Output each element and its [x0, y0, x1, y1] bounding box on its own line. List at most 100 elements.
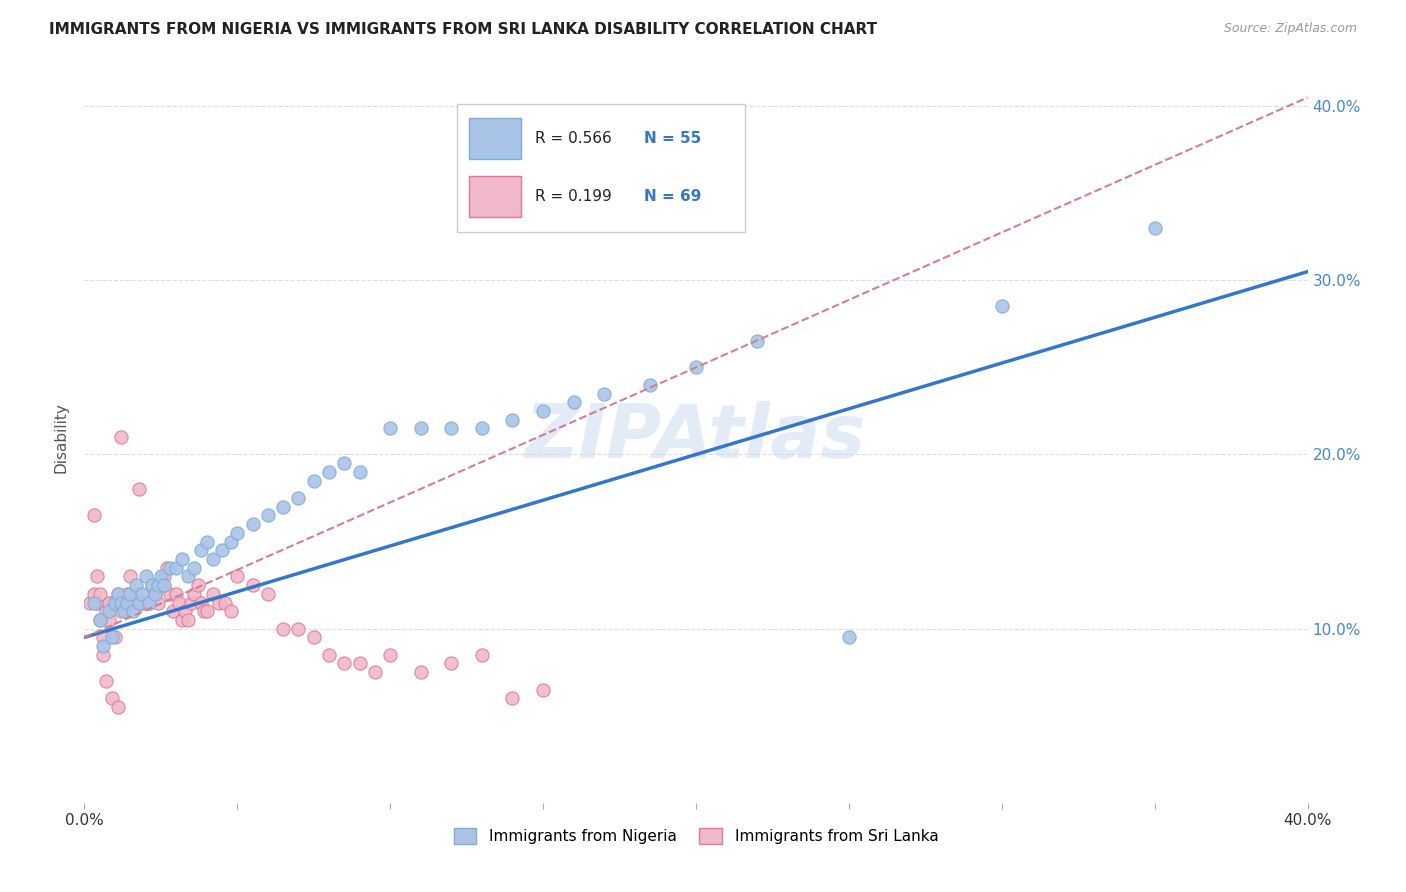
Point — [128, 483, 150, 497]
Point — [110, 595, 132, 609]
Point — [120, 569, 142, 583]
Point — [115, 595, 138, 609]
Point — [471, 648, 494, 662]
Point — [502, 691, 524, 706]
Point — [89, 613, 111, 627]
Point — [125, 578, 148, 592]
Point — [141, 578, 163, 592]
Point — [131, 595, 153, 609]
Point — [333, 657, 356, 671]
Point — [89, 587, 111, 601]
Point — [135, 569, 157, 583]
Point — [190, 543, 212, 558]
Point — [195, 604, 218, 618]
Point — [186, 578, 208, 592]
Point — [242, 578, 264, 592]
Point — [97, 604, 120, 618]
Point — [122, 604, 145, 618]
Point — [138, 595, 160, 609]
Point — [838, 631, 860, 645]
Point — [143, 587, 166, 601]
Point — [991, 300, 1014, 314]
Point — [257, 508, 280, 523]
Text: IMMIGRANTS FROM NIGERIA VS IMMIGRANTS FROM SRI LANKA DISABILITY CORRELATION CHAR: IMMIGRANTS FROM NIGERIA VS IMMIGRANTS FR… — [49, 22, 877, 37]
Point — [86, 569, 108, 583]
Point — [440, 421, 463, 435]
Point — [214, 595, 236, 609]
Point — [193, 604, 215, 618]
Point — [201, 552, 224, 566]
Point — [104, 595, 127, 609]
Point — [380, 421, 402, 435]
Point — [242, 517, 264, 532]
Point — [149, 578, 172, 592]
Point — [112, 604, 135, 618]
Point — [97, 613, 120, 627]
Point — [112, 595, 135, 609]
Point — [183, 587, 205, 601]
Point — [685, 360, 707, 375]
Point — [101, 691, 124, 706]
Point — [143, 587, 166, 601]
Point — [167, 595, 190, 609]
Point — [107, 700, 129, 714]
Point — [747, 334, 769, 349]
Legend: Immigrants from Nigeria, Immigrants from Sri Lanka: Immigrants from Nigeria, Immigrants from… — [447, 822, 945, 850]
Point — [177, 569, 200, 583]
Point — [138, 595, 160, 609]
Point — [159, 587, 181, 601]
Point — [86, 595, 108, 609]
Point — [91, 639, 114, 653]
Point — [177, 613, 200, 627]
Y-axis label: Disability: Disability — [53, 401, 69, 473]
Point — [190, 595, 212, 609]
Text: Source: ZipAtlas.com: Source: ZipAtlas.com — [1223, 22, 1357, 36]
Point — [104, 631, 127, 645]
Point — [79, 595, 101, 609]
Point — [318, 465, 340, 479]
Point — [91, 631, 114, 645]
Point — [101, 631, 124, 645]
Point — [287, 622, 309, 636]
Point — [1143, 221, 1166, 235]
Point — [165, 560, 187, 574]
Point — [83, 508, 105, 523]
Point — [165, 587, 187, 601]
Point — [110, 430, 132, 444]
Point — [180, 595, 202, 609]
Point — [409, 421, 432, 435]
Point — [128, 595, 150, 609]
Point — [146, 595, 169, 609]
Point — [159, 560, 181, 574]
Point — [149, 569, 172, 583]
Point — [122, 595, 145, 609]
Point — [172, 613, 194, 627]
Point — [174, 604, 197, 618]
Point — [115, 587, 138, 601]
Point — [94, 673, 117, 688]
Point — [302, 631, 325, 645]
Point — [257, 587, 280, 601]
Point — [302, 474, 325, 488]
Point — [107, 587, 129, 601]
Point — [162, 604, 184, 618]
Point — [380, 648, 402, 662]
Point — [409, 665, 432, 680]
Point — [287, 491, 309, 505]
Point — [562, 395, 585, 409]
Point — [219, 534, 242, 549]
Point — [156, 560, 179, 574]
Point — [91, 648, 114, 662]
Point — [110, 604, 132, 618]
Point — [364, 665, 387, 680]
Point — [502, 412, 524, 426]
Point — [141, 578, 163, 592]
Point — [201, 587, 224, 601]
Point — [131, 587, 153, 601]
Point — [208, 595, 231, 609]
Point — [83, 595, 105, 609]
Point — [593, 386, 616, 401]
Point — [183, 560, 205, 574]
Point — [226, 569, 249, 583]
Point — [153, 569, 176, 583]
